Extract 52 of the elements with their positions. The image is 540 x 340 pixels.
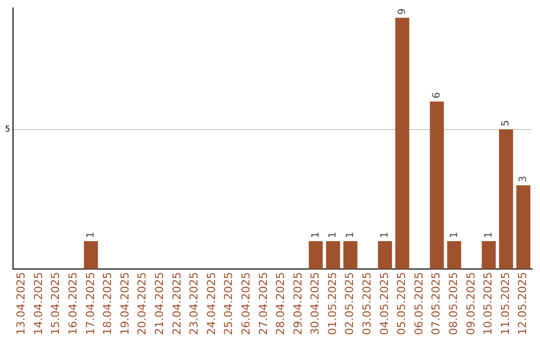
- x-tick-label: 25.04.2025: [222, 272, 236, 336]
- x-tick-label: 22.04.2025: [170, 272, 184, 336]
- data-label: 3: [518, 176, 529, 182]
- x-tick-label: 07.05.2025: [430, 272, 443, 336]
- bar: [343, 241, 358, 270]
- x-tick-label: 06.05.2025: [412, 272, 426, 336]
- bar: [378, 241, 392, 270]
- bar: [499, 129, 514, 270]
- bar: [482, 241, 496, 270]
- x-tick-label: 01.05.2025: [326, 272, 339, 336]
- x-tick-label: 26.04.2025: [239, 272, 252, 336]
- x-tick-label: 30.04.2025: [308, 272, 322, 336]
- bar: [447, 241, 462, 270]
- data-label: 5: [500, 120, 512, 126]
- x-tick-label: 04.05.2025: [378, 272, 391, 336]
- x-tick-label: 20.04.2025: [136, 272, 149, 336]
- x-tick-label: 19.04.2025: [118, 272, 132, 336]
- x-tick-label: 24.04.2025: [204, 272, 218, 336]
- data-label: 1: [86, 232, 97, 238]
- x-tick-label: 13.04.2025: [14, 272, 28, 336]
- x-tick-label: 17.04.2025: [84, 272, 97, 336]
- x-tick-label: 18.04.2025: [101, 272, 114, 336]
- x-tick-label: 16.04.2025: [66, 272, 80, 336]
- x-tick-label: 28.04.2025: [274, 272, 288, 336]
- x-tick-label: 21.04.2025: [152, 272, 166, 336]
- x-tick-label: 23.04.2025: [188, 272, 201, 336]
- data-label: 6: [431, 92, 442, 99]
- bar: [395, 18, 410, 270]
- data-label: 9: [396, 8, 408, 15]
- x-tick-label: 02.05.2025: [343, 272, 356, 336]
- bar: [516, 185, 530, 270]
- data-label: 1: [310, 232, 322, 238]
- x-tick-label: 11.05.2025: [498, 272, 512, 336]
- x-tick-label: 09.05.2025: [464, 272, 478, 336]
- x-tick-label: 14.04.2025: [32, 272, 45, 336]
- x-tick-label: 27.04.2025: [256, 272, 270, 336]
- x-tick-label: 12.05.2025: [516, 272, 530, 336]
- x-tick-label: 15.04.2025: [49, 272, 62, 336]
- x-tick-label: 08.05.2025: [447, 272, 460, 336]
- bar: [430, 102, 444, 270]
- data-label: 1: [483, 232, 494, 238]
- data-label: 1: [344, 232, 356, 238]
- bar: [326, 241, 340, 270]
- bar: [308, 241, 323, 270]
- x-tick-label: 29.04.2025: [291, 272, 304, 336]
- x-tick-label: 03.05.2025: [360, 272, 374, 336]
- data-label: 1: [448, 232, 460, 238]
- x-tick-label: 10.05.2025: [482, 272, 495, 336]
- data-label: 1: [380, 232, 391, 238]
- data-label: 1: [328, 232, 339, 238]
- bar: [84, 241, 98, 270]
- x-tick-label: 05.05.2025: [395, 272, 408, 336]
